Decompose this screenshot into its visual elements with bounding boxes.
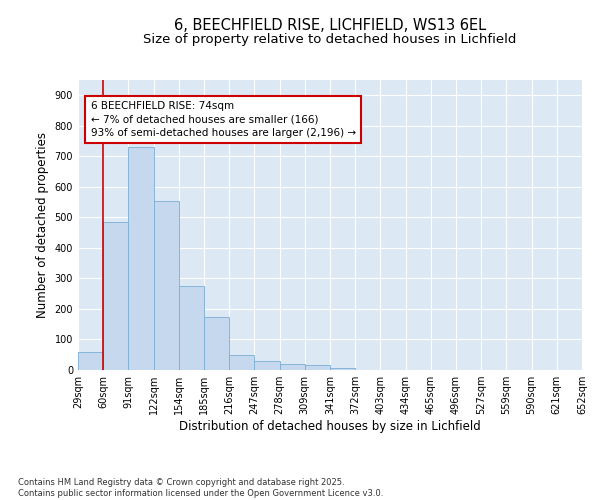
Text: 6, BEECHFIELD RISE, LICHFIELD, WS13 6EL: 6, BEECHFIELD RISE, LICHFIELD, WS13 6EL bbox=[174, 18, 486, 32]
Bar bbox=[229, 354, 254, 370]
Bar bbox=[154, 200, 179, 370]
Y-axis label: Number of detached properties: Number of detached properties bbox=[36, 132, 49, 318]
Bar bbox=[128, 147, 154, 370]
X-axis label: Distribution of detached houses by size in Lichfield: Distribution of detached houses by size … bbox=[179, 420, 481, 433]
Text: 6 BEECHFIELD RISE: 74sqm
← 7% of detached houses are smaller (166)
93% of semi-d: 6 BEECHFIELD RISE: 74sqm ← 7% of detache… bbox=[91, 102, 356, 138]
Bar bbox=[280, 364, 305, 370]
Bar bbox=[78, 352, 103, 370]
Bar bbox=[254, 361, 280, 370]
Bar bbox=[305, 366, 330, 370]
Text: Size of property relative to detached houses in Lichfield: Size of property relative to detached ho… bbox=[143, 32, 517, 46]
Bar bbox=[103, 222, 128, 370]
Bar bbox=[179, 286, 204, 370]
Bar bbox=[204, 316, 229, 370]
Bar bbox=[330, 368, 355, 370]
Text: Contains HM Land Registry data © Crown copyright and database right 2025.
Contai: Contains HM Land Registry data © Crown c… bbox=[18, 478, 383, 498]
